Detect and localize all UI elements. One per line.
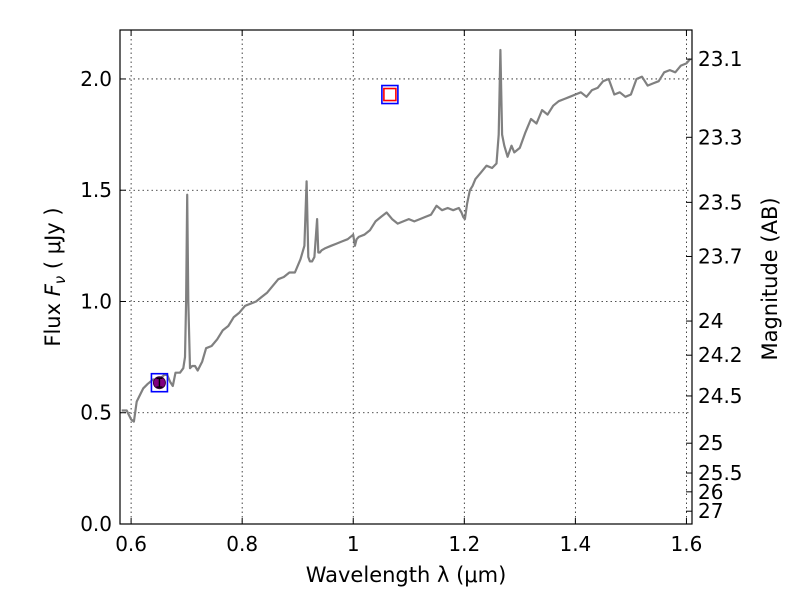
y2-tick-label: 24.2: [698, 343, 743, 367]
y2-tick-label: 23.1: [698, 47, 743, 71]
y-axis: 0.0 0.5 1.0 1.5 2.0: [80, 67, 126, 536]
y-axis-label: Flux Fν ( μJy ): [41, 207, 69, 346]
y-tick-label: 0.0: [80, 512, 112, 536]
x-tick-label: 0.6: [115, 532, 147, 556]
y-tick-label: 1.5: [80, 178, 112, 202]
y-axis-label-symbol: F: [41, 283, 65, 296]
y2-tick-label: 23.7: [698, 244, 743, 268]
y2-tick-label: 25: [698, 431, 723, 455]
marker-layer: [150, 84, 399, 393]
x-axis-label: Wavelength λ (μm): [306, 563, 507, 587]
x-tick-label: 1.2: [448, 532, 480, 556]
y2-tick-label: 25.5: [698, 461, 743, 485]
marker-inner-square: [383, 87, 397, 102]
marker-box: [150, 372, 169, 393]
y-tick-label: 0.5: [80, 401, 112, 425]
model-point-j: [381, 84, 399, 105]
y-axis-label-prefix: Flux: [41, 296, 65, 346]
marker-box: [381, 84, 399, 105]
grid: [120, 30, 692, 525]
x-tick-label: 1.6: [671, 532, 703, 556]
y2-axis-label: Magnitude (AB): [758, 197, 782, 360]
series-layer: [121, 48, 692, 423]
y2-tick-label: 24.5: [698, 384, 743, 408]
y2-tick-label: 23.5: [698, 190, 743, 214]
y-tick-label: 2.0: [80, 67, 112, 91]
y-axis-label-subscript: ν: [51, 276, 69, 284]
y2-tick-label: 27: [698, 499, 723, 523]
x-tick-label: 1: [347, 532, 360, 556]
y2-tick-label: 26: [698, 480, 723, 504]
y-axis-label-unit: ( μJy ): [41, 207, 65, 275]
spectrum-line: [121, 48, 692, 423]
x-tick-label: 1.4: [559, 532, 591, 556]
x-axis: 0.6 0.8 1 1.2 1.4 1.6: [115, 30, 702, 556]
photometry-point-r: [150, 372, 169, 393]
y2-tick-label: 24: [698, 309, 723, 333]
y2-tick-label: 23.3: [698, 125, 743, 149]
y-tick-label: 1.0: [80, 289, 112, 313]
plot-frame: [119, 29, 693, 525]
x-tick-label: 0.8: [226, 532, 258, 556]
